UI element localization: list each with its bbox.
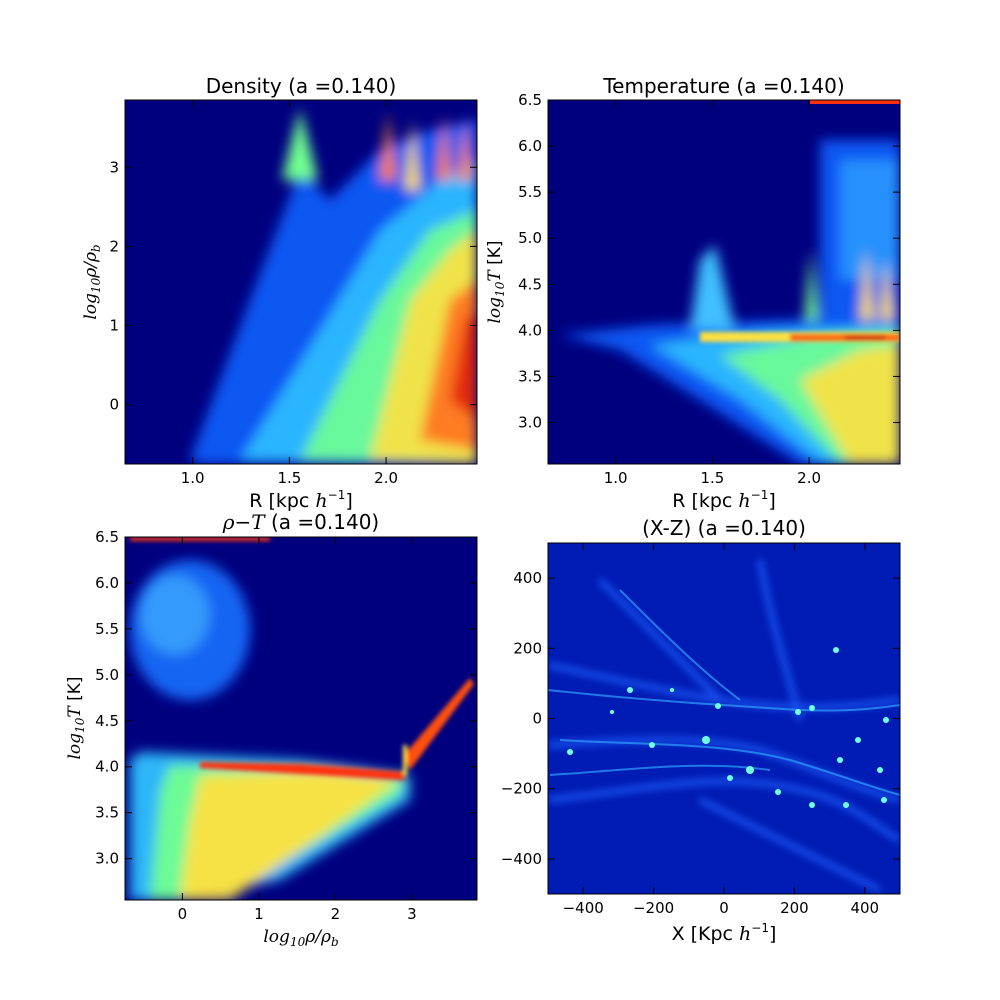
xz-xlabel: X [Kpc h−1]: [672, 921, 777, 945]
xz-ytick-label: 200: [513, 639, 542, 657]
temperature-xtick-label: 1.5: [700, 469, 724, 487]
rho-t-ytick-label: 6.5: [95, 528, 119, 546]
temperature-ytick-label: 6.0: [518, 137, 542, 155]
rho-t-title: ρ−T (a =0.140): [222, 510, 379, 534]
temperature-ytick-label: 3.0: [518, 414, 542, 432]
xz-ytick-label: 400: [513, 569, 542, 587]
temperature-xtick-label: 2.0: [797, 469, 821, 487]
density-ytick-label: 1: [109, 317, 119, 335]
density-ytick-label: 3: [109, 158, 119, 176]
density-xlabel: R [kpc h−1]: [249, 488, 353, 512]
density-xtick-label: 1.5: [277, 469, 301, 487]
xz-plot-area: [548, 543, 900, 894]
rho-t-ylabel: log10T [K]: [65, 676, 87, 759]
rho-t-xlabel: log10ρ/ρb: [263, 927, 338, 949]
rho-t-axes: 0 1 2 3 3.0 3.5 4.0 4.5 5.0 5.5 6.0 6.5: [95, 528, 477, 923]
temperature-heatmap: [560, 100, 900, 464]
temperature-xtick-label: 1.0: [604, 469, 628, 487]
rho-t-ytick-label: 5.0: [95, 666, 119, 684]
xz-xtick-label: −200: [633, 899, 674, 917]
density-panel: Density (a =0.140) 1.0 1.5 2.0 0 1 2 3 R [kpc …: [81, 74, 478, 512]
temperature-ytick-label: 6.5: [518, 91, 542, 109]
rho-t-ytick-label: 4.0: [95, 758, 119, 776]
temperature-panel: Temperature (a =0.140) 1: [485, 74, 901, 512]
xz-ytick-label: −200: [501, 780, 542, 798]
xz-heatmap: [548, 559, 900, 893]
density-axes: 1.0 1.5 2.0 0 1 2 3: [109, 100, 477, 487]
rho-t-ytick-label: 3.0: [95, 850, 119, 868]
rho-t-ytick-label: 3.5: [95, 804, 119, 822]
rho-t-ytick-label: 5.5: [95, 620, 119, 638]
rho-t-xtick-label: 2: [331, 905, 341, 923]
density-heatmap: [190, 108, 477, 464]
rho-t-xtick-label: 1: [254, 905, 264, 923]
rho-t-ytick-label: 6.0: [95, 574, 119, 592]
rho-t-ytick-label: 4.5: [95, 712, 119, 730]
xz-ytick-label: 0: [532, 710, 542, 728]
temperature-ytick-label: 4.0: [518, 321, 542, 339]
temperature-ytick-label: 4.5: [518, 275, 542, 293]
temperature-ylabel: log10T [K]: [485, 240, 507, 323]
density-ytick-label: 2: [109, 237, 119, 255]
temperature-xlabel: R [kpc h−1]: [672, 488, 776, 512]
rho-t-heatmap: [130, 537, 474, 900]
xz-xtick-label: 400: [850, 899, 879, 917]
xz-ytick-label: −400: [501, 850, 542, 868]
temperature-title: Temperature (a =0.140): [602, 74, 844, 98]
density-ylabel: log10ρ/ρb: [81, 244, 103, 319]
temperature-axes: 1.0 1.5 2.0 3.0 3.5 4.0 4.5 5.0 5.5 6.0 6.5: [518, 91, 900, 487]
temperature-ytick-label: 5.0: [518, 229, 542, 247]
xz-title: (X-Z) (a =0.140): [642, 516, 806, 540]
temperature-ytick-label: 3.5: [518, 367, 542, 385]
rho-t-xtick-label: 0: [178, 905, 188, 923]
xz-panel: (X-Z) (a =0.140): [501, 516, 901, 945]
density-xtick-label: 2.0: [374, 469, 398, 487]
xz-axes: −400 −200 0 200 400 −400 −200 0 200 400: [501, 543, 900, 917]
xz-xtick-label: 200: [780, 899, 809, 917]
xz-xtick-label: 0: [719, 899, 729, 917]
rho-t-xtick-label: 3: [407, 905, 417, 923]
density-title: Density (a =0.140): [206, 74, 397, 98]
density-ytick-label: 0: [109, 396, 119, 414]
density-xtick-label: 1.0: [181, 469, 205, 487]
rho-t-panel: ρ−T (a =0.140) 0 1 2 3 3.0 3.5 4.0 4.5 5.0 5.5 6.0…: [65, 510, 478, 949]
temperature-ytick-label: 5.5: [518, 183, 542, 201]
xz-xtick-label: −400: [563, 899, 604, 917]
